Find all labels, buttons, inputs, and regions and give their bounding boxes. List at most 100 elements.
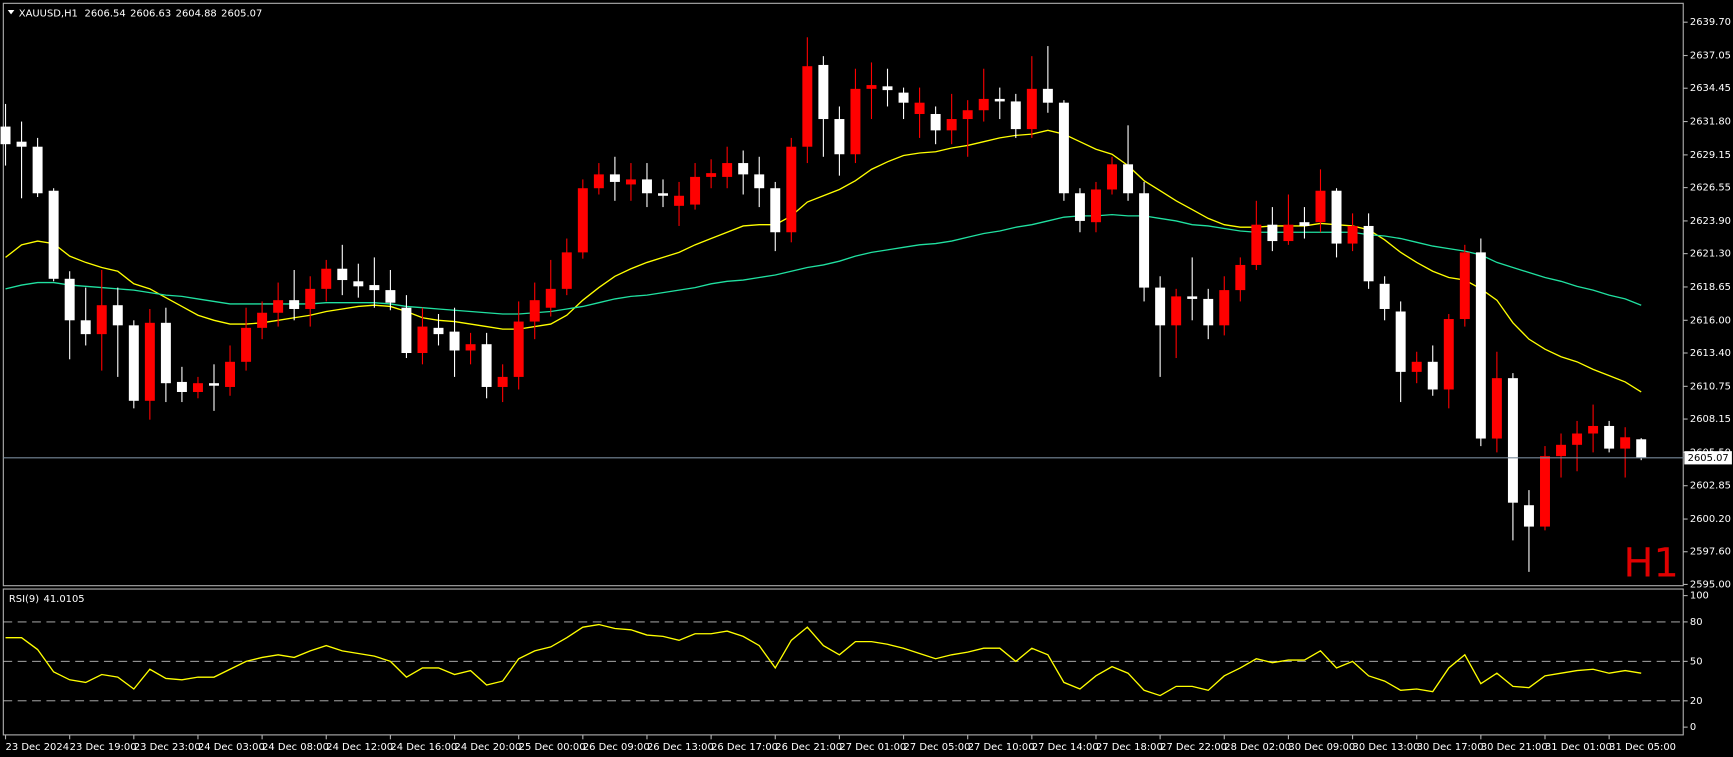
candle-body <box>1523 505 1534 527</box>
rsi-panel-frame <box>2 588 1684 736</box>
candle-body <box>1556 444 1567 457</box>
candle-body <box>1315 190 1326 223</box>
x-tick-label: 23 Dec 19:00 <box>70 742 137 753</box>
candle-body <box>1475 252 1486 439</box>
candle-body <box>64 278 75 321</box>
x-tick-label: 27 Dec 05:00 <box>904 742 971 753</box>
price-panel-frame <box>2 2 1684 587</box>
candle-body <box>160 322 171 384</box>
candle-body <box>625 179 636 185</box>
x-tick-label: 27 Dec 01:00 <box>839 742 906 753</box>
candle-body <box>641 179 652 194</box>
candle-body <box>401 307 412 354</box>
candle-body <box>1427 361 1438 390</box>
candle-body <box>321 268 332 289</box>
y-tick-label: 50 <box>1690 656 1703 667</box>
x-tick-label: 26 Dec 17:00 <box>711 742 778 753</box>
candle-body <box>1187 296 1198 299</box>
candle-body <box>1235 264 1246 291</box>
candle-body <box>1251 224 1262 265</box>
candle-body <box>898 92 909 103</box>
candle-body <box>914 102 925 115</box>
candle-body <box>32 146 43 194</box>
candle-body <box>1058 102 1069 194</box>
candle-body <box>241 327 252 362</box>
candle-body <box>994 98 1005 102</box>
candle-body <box>385 290 396 303</box>
candle-body <box>257 312 268 328</box>
candle-body <box>96 305 107 335</box>
x-tick-label: 27 Dec 22:00 <box>1160 742 1227 753</box>
x-tick-label: 30 Dec 21:00 <box>1481 742 1548 753</box>
rsi-header: RSI(9) 41.0105 <box>9 594 85 605</box>
candle-body <box>818 64 829 120</box>
x-tick-label: 31 Dec 01:00 <box>1545 742 1612 753</box>
candle-body <box>1091 189 1101 223</box>
candle-body <box>946 119 957 131</box>
candle-body <box>706 173 717 177</box>
candle-body <box>545 288 556 308</box>
candle-body <box>417 326 428 354</box>
candle-body <box>112 305 123 326</box>
chart-header: XAUUSD,H1 2606.54 2606.63 2604.88 2605.07 <box>19 8 263 19</box>
y-tick-label: 2618.65 <box>1690 282 1731 293</box>
x-tick-label: 28 Dec 02:00 <box>1224 742 1291 753</box>
candle-body <box>353 281 364 287</box>
y-tick-label: 2600.20 <box>1690 514 1731 525</box>
x-tick-label: 27 Dec 18:00 <box>1096 742 1163 753</box>
candle-body <box>1347 225 1358 244</box>
candle-body <box>834 119 845 155</box>
candle-body <box>1107 164 1117 190</box>
candle-body <box>1203 298 1214 326</box>
y-tick-label: 2639.70 <box>1690 17 1731 28</box>
x-tick-label: 27 Dec 10:00 <box>968 742 1035 753</box>
menu-arrow[interactable] <box>7 9 15 15</box>
candle-body <box>1042 88 1053 103</box>
x-tick-label: 24 Dec 08:00 <box>262 742 329 753</box>
candle-body <box>930 114 941 131</box>
candle-body <box>802 66 813 147</box>
candle-body <box>577 188 588 253</box>
candle-body <box>561 252 572 289</box>
candle-body <box>192 383 203 392</box>
candle-body <box>658 193 668 196</box>
candle-body <box>176 381 187 392</box>
candle-body <box>609 174 620 182</box>
candle-body <box>1074 193 1085 221</box>
candle-body <box>209 383 219 386</box>
candle-body <box>48 190 59 279</box>
candle-body <box>1379 283 1390 309</box>
y-tick-label: 2613.40 <box>1690 348 1731 359</box>
candle-body <box>128 325 139 401</box>
x-tick-label: 24 Dec 12:00 <box>326 742 393 753</box>
y-tick-label: 2608.15 <box>1690 414 1731 425</box>
candle-body <box>144 322 155 401</box>
candle-body <box>1171 296 1182 326</box>
x-tick-label: 26 Dec 09:00 <box>583 742 650 753</box>
candle-body <box>978 98 989 111</box>
candle-body <box>433 327 444 335</box>
candle-body <box>1572 433 1583 445</box>
candle-body <box>273 300 284 313</box>
timeframe-watermark: H1 <box>1624 540 1679 586</box>
candle-body <box>513 321 524 377</box>
candle-body <box>1363 225 1374 282</box>
y-tick-label: 2623.90 <box>1690 216 1731 227</box>
candle-body <box>674 195 685 206</box>
candle-body <box>305 288 316 309</box>
candle-body <box>850 88 861 155</box>
x-tick-label: 30 Dec 09:00 <box>1288 742 1355 753</box>
header-open: 2606.54 <box>85 8 126 19</box>
candle-body <box>497 376 508 387</box>
candle-body <box>1620 437 1631 449</box>
candle-body <box>1540 456 1550 527</box>
candle-body <box>1026 88 1037 130</box>
x-tick-label: 26 Dec 21:00 <box>775 742 842 753</box>
y-tick-label: 80 <box>1690 617 1703 628</box>
price-label-box <box>1684 451 1732 465</box>
x-tick-label: 24 Dec 16:00 <box>390 742 457 753</box>
y-tick-label: 2629.15 <box>1690 150 1731 161</box>
candle-body <box>882 86 893 91</box>
candle-body <box>770 188 781 233</box>
